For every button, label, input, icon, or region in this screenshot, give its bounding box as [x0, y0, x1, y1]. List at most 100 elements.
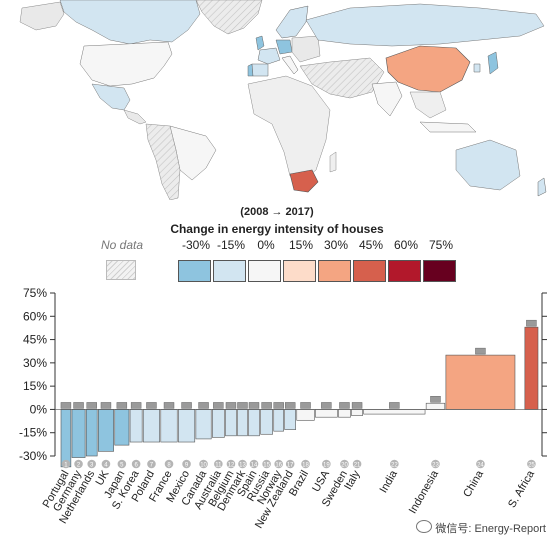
- rank-label: 7: [150, 463, 154, 469]
- rank-badge: [101, 459, 111, 469]
- bar-chart: 75% 60% 45% 30% 15% 0% -15% -30% 1 Portugal 2 Germa…: [0, 286, 554, 542]
- rank-badge: [131, 459, 141, 469]
- legend-tick: 45%: [358, 238, 384, 252]
- rank-badge: [199, 459, 208, 469]
- japan-region: [487, 51, 499, 75]
- rank-label: 4: [104, 463, 108, 469]
- category-label: Indonesia: [407, 468, 442, 516]
- bar-chart-svg: 75%60%45%30%15%0%-15%-30%1Portugal2Germa…: [19, 286, 547, 531]
- bar: [97, 409, 114, 452]
- bar: [114, 409, 130, 446]
- china-region: [385, 45, 471, 93]
- bar: [284, 409, 296, 430]
- rank-label: 22: [391, 463, 398, 469]
- rank-badge: [431, 459, 440, 469]
- rank-badge: [182, 459, 191, 469]
- flag-icon: [213, 402, 224, 409]
- australia-region: [455, 139, 521, 191]
- rank-label: 6: [134, 463, 138, 469]
- legend-nodata-swatch: [106, 260, 136, 280]
- flag-icon: [321, 402, 332, 409]
- y-tick-label: -15%: [19, 426, 47, 440]
- flag-icon: [300, 402, 311, 409]
- y-tick-label: 75%: [23, 286, 47, 300]
- central-america-region: [123, 109, 147, 125]
- uk-region: [255, 35, 265, 51]
- legend-swatch: [423, 260, 456, 282]
- new-zealand-region: [537, 177, 547, 197]
- flag-icon: [430, 396, 441, 403]
- map-legend: (2008 → 2017) Change in energy intensity…: [0, 200, 554, 286]
- bar: [60, 409, 72, 468]
- legend-swatch: [353, 260, 386, 282]
- bar: [425, 402, 446, 410]
- scandinavia-region: [275, 5, 309, 39]
- rank-label: 10: [200, 463, 207, 469]
- flag-icon: [86, 402, 97, 409]
- bar: [248, 409, 260, 437]
- rank-label: 16: [275, 463, 282, 469]
- spain-region: [251, 63, 269, 77]
- legend-swatch: [318, 260, 351, 282]
- flag-icon: [526, 319, 537, 327]
- rank-label: 5: [120, 463, 124, 469]
- rank-badge: [147, 459, 156, 469]
- rank-badge: [322, 459, 331, 469]
- flag-icon: [261, 402, 272, 409]
- rank-label: 1: [64, 463, 68, 469]
- world-map-svg: [19, 0, 547, 200]
- rank-badge: [274, 459, 283, 469]
- legend-swatch: [283, 260, 316, 282]
- flag-icon: [100, 402, 112, 409]
- rank-label: 9: [185, 463, 189, 469]
- legend-swatch: [248, 260, 281, 282]
- rank-label: 13: [239, 463, 246, 469]
- watermark: 微信号: Energy-Report: [416, 520, 546, 536]
- y-tick-label: 0%: [30, 402, 48, 416]
- germany-region: [275, 39, 293, 55]
- rank-badge: [87, 459, 97, 469]
- flag-icon: [116, 402, 128, 409]
- canada-region: [59, 0, 201, 45]
- bar: [71, 409, 86, 458]
- y-tick-label: 15%: [23, 379, 47, 393]
- rank-label: 19: [323, 463, 330, 469]
- bar: [296, 409, 315, 421]
- flag-icon: [130, 402, 142, 409]
- bar: [315, 409, 338, 418]
- bar: [85, 409, 98, 457]
- rank-badge: [301, 459, 310, 469]
- alaska-region: [19, 1, 65, 31]
- flag-icon: [225, 402, 237, 409]
- middle-east-region: [299, 57, 385, 99]
- rank-badge: [527, 459, 536, 469]
- world-map: [0, 0, 554, 200]
- legend-tick: 15%: [288, 238, 314, 252]
- rank-badge: [262, 459, 271, 469]
- rank-badge: [164, 459, 174, 469]
- bar: [160, 409, 178, 443]
- wechat-logo-icon: [416, 520, 433, 533]
- rank-badge: [74, 459, 83, 469]
- bar: [237, 409, 248, 437]
- legend-tick: 0%: [257, 238, 275, 252]
- legend-swatch: [213, 260, 246, 282]
- rank-label: 2: [77, 463, 81, 469]
- rank-label: 17: [287, 463, 294, 469]
- usa-region: [79, 41, 173, 87]
- bar: [351, 409, 363, 416]
- south-america-region: [145, 123, 181, 200]
- rank-label: 12: [228, 463, 235, 469]
- flag-icon: [73, 402, 84, 409]
- madagascar-region: [329, 151, 337, 173]
- rank-badge: [238, 459, 247, 469]
- russia-region: [305, 3, 545, 47]
- rank-badge: [476, 459, 485, 469]
- legend-tick: 60%: [393, 238, 419, 252]
- africa-region: [247, 75, 331, 181]
- flag-icon: [237, 402, 248, 409]
- bar: [338, 409, 351, 418]
- legend-nodata-label: No data: [100, 238, 144, 252]
- mexico-region: [91, 83, 131, 111]
- flag-icon: [273, 402, 284, 409]
